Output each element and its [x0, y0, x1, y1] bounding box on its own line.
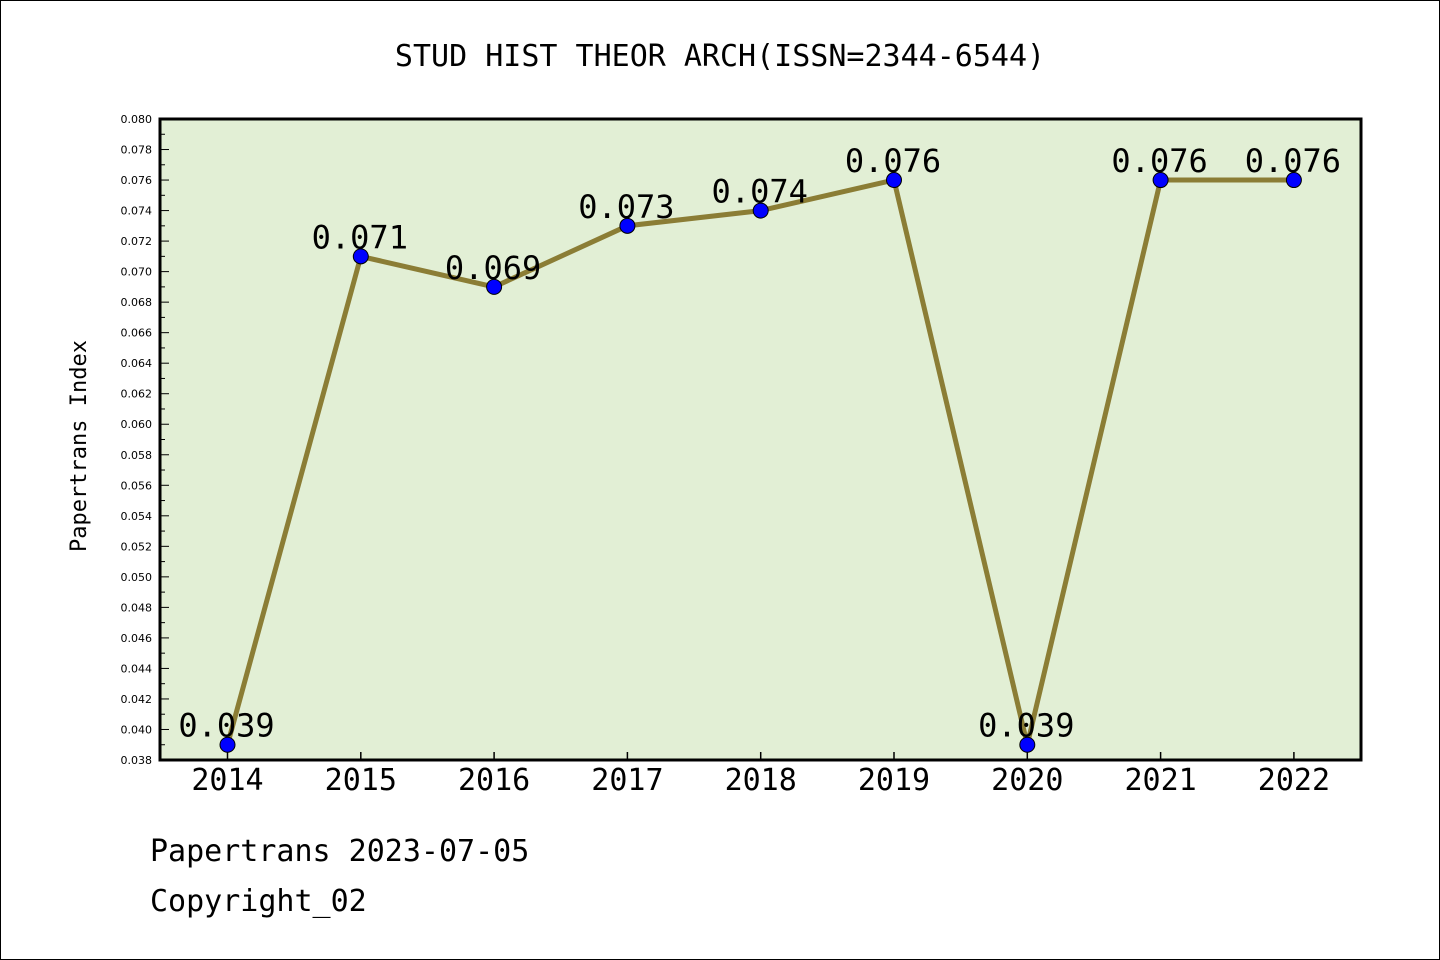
y-tick-label: 0.072: [121, 235, 153, 248]
x-tick-label: 2015: [325, 763, 397, 798]
series-layer: 0.039 0.071 0.069 0.073 0.074 0.076 0.039 0.076…: [178, 142, 1341, 753]
y-tick-label: 0.064: [121, 357, 153, 370]
y-tick-label: 0.062: [121, 388, 153, 401]
plot-area: [158, 117, 1363, 762]
y-tick-label: 0.052: [121, 540, 153, 553]
y-tick-label: 0.070: [121, 266, 153, 279]
y-tick-label: 0.038: [121, 754, 153, 767]
footer-copyright: Copyright_02: [150, 884, 367, 919]
y-axis-ticks: 0.038 0.040 0.042 0.044 0.046 0.048 0.050 0.052…: [121, 113, 169, 767]
data-label: 0.076: [1111, 142, 1207, 180]
y-tick-label: 0.078: [121, 144, 153, 157]
data-point: [486, 278, 503, 295]
data-label: 0.039: [178, 707, 274, 745]
chart-title: STUD HIST THEOR ARCH(ISSN=2344-6544): [395, 39, 1045, 74]
data-point: [619, 217, 636, 234]
data-point: [219, 736, 236, 753]
y-tick-label: 0.080: [121, 113, 153, 126]
x-tick-label: 2021: [1124, 763, 1196, 798]
data-point: [1285, 172, 1302, 189]
x-tick-label: 2019: [858, 763, 930, 798]
data-label: 0.039: [978, 707, 1074, 745]
x-tick-label: 2018: [725, 763, 797, 798]
data-point: [352, 248, 369, 265]
x-tick-label: 2014: [191, 763, 263, 798]
y-tick-label: 0.054: [121, 510, 153, 523]
data-label: 0.073: [578, 188, 674, 226]
y-tick-label: 0.044: [121, 662, 153, 675]
y-tick-label: 0.040: [121, 723, 153, 736]
x-tick-label: 2017: [591, 763, 663, 798]
y-tick-label: 0.060: [121, 418, 153, 431]
x-axis-ticks: 2014 2015 2016 2017 2018 2019 2020 2021 2022: [191, 752, 1330, 798]
data-point: [752, 202, 769, 219]
data-label: 0.076: [1245, 142, 1341, 180]
y-axis-label: Papertrans Index: [67, 340, 92, 552]
data-label: 0.074: [712, 173, 808, 211]
data-label: 0.071: [312, 218, 408, 256]
y-tick-label: 0.050: [121, 571, 153, 584]
y-tick-label: 0.066: [121, 327, 153, 340]
y-tick-label: 0.042: [121, 693, 153, 706]
data-point: [1152, 172, 1169, 189]
data-point: [1019, 736, 1036, 753]
data-label: 0.069: [445, 249, 541, 287]
x-tick-label: 2016: [458, 763, 530, 798]
y-tick-label: 0.068: [121, 296, 153, 309]
y-tick-label: 0.076: [121, 174, 153, 187]
x-tick-label: 2022: [1258, 763, 1330, 798]
y-tick-label: 0.074: [121, 205, 153, 218]
footer-date: Papertrans 2023-07-05: [150, 834, 530, 869]
y-tick-label: 0.058: [121, 449, 153, 462]
data-point: [886, 172, 902, 189]
x-tick-label: 2020: [991, 763, 1063, 798]
y-tick-label: 0.048: [121, 601, 153, 614]
data-label: 0.076: [845, 142, 941, 180]
y-tick-label: 0.056: [121, 479, 153, 492]
y-tick-label: 0.046: [121, 632, 153, 645]
